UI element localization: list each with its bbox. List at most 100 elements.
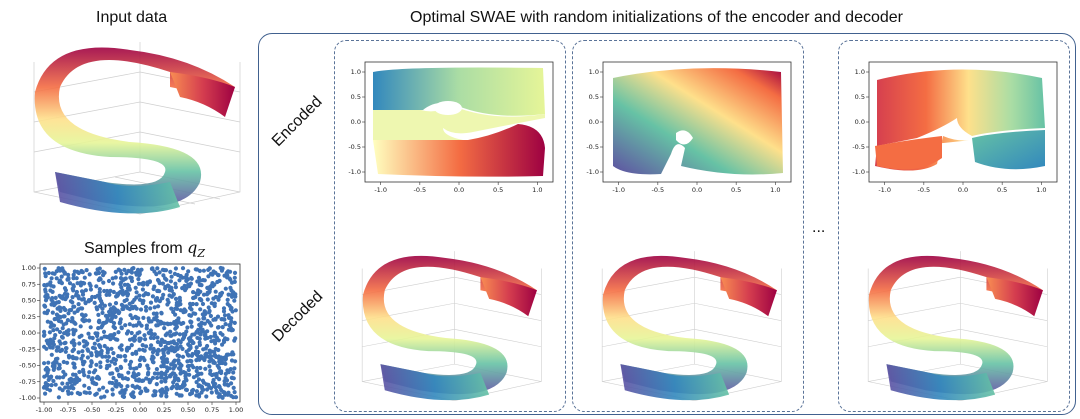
y-tick-label: 0.5 (855, 93, 865, 101)
sample-point (61, 369, 66, 374)
sample-point (150, 294, 155, 299)
sample-point (152, 389, 157, 394)
sample-point (177, 332, 182, 337)
sample-point (149, 266, 154, 271)
sample-point (73, 372, 78, 377)
sample-point (126, 283, 131, 288)
sample-point (96, 312, 101, 317)
sample-point (171, 384, 176, 389)
sample-point (91, 370, 96, 375)
sample-point (114, 379, 119, 384)
sample-point (64, 321, 69, 326)
sample-point (183, 288, 188, 293)
sample-point (62, 291, 68, 296)
sample-point (137, 357, 142, 363)
sample-point (194, 380, 199, 385)
sample-point (180, 266, 186, 271)
sample-point (176, 358, 181, 363)
sample-point (130, 306, 135, 311)
sample-point (137, 347, 142, 352)
sample-point (107, 289, 112, 294)
sample-point (158, 342, 163, 348)
sample-point (191, 295, 196, 301)
sample-point (66, 391, 71, 396)
sample-point (151, 348, 156, 353)
sample-point (114, 294, 119, 299)
sample-point (232, 366, 237, 371)
sample-point (58, 268, 63, 273)
sample-point (70, 295, 75, 300)
sample-point (146, 366, 151, 371)
sample-point (139, 378, 145, 383)
sample-point (79, 333, 84, 338)
sample-point (216, 355, 221, 361)
sample-point (92, 346, 97, 351)
y-tick-label: 0.5 (351, 93, 361, 101)
sample-point (99, 395, 104, 400)
sample-point (76, 350, 81, 355)
sample-point (220, 342, 225, 347)
sample-point (165, 297, 170, 302)
sample-point (78, 280, 83, 285)
sample-point (136, 281, 141, 286)
sample-point (48, 280, 53, 285)
sample-point (86, 386, 92, 391)
sample-point (148, 300, 154, 305)
ellipsis: ... (812, 219, 826, 236)
sample-point (57, 362, 62, 367)
sample-point (100, 306, 105, 311)
samples-y-ticks: 1.00 0.75 0.50 0.25 0.00 -0.25 -0.50 -0.75 -1.00 (19, 264, 40, 402)
sample-point (75, 269, 80, 274)
sample-point (69, 383, 74, 388)
sample-point (62, 314, 67, 319)
sample-point (43, 289, 48, 294)
sample-point (166, 340, 172, 346)
sample-point (89, 359, 94, 364)
sample-point (80, 317, 85, 322)
sample-point (90, 376, 95, 381)
sample-point (196, 317, 201, 322)
y-tick-label: -0.5 (852, 143, 865, 151)
sample-point (136, 372, 141, 377)
sample-point (161, 339, 166, 344)
sample-point (196, 377, 202, 382)
sample-point (124, 331, 130, 336)
sample-point (173, 296, 179, 301)
sample-point (111, 313, 116, 318)
sample-point (152, 284, 157, 289)
sample-point (58, 308, 63, 313)
sample-point (53, 295, 58, 300)
sample-point (137, 338, 142, 343)
sample-point (86, 331, 91, 336)
x-tick-label: -0.50 (84, 406, 101, 414)
y-tick-label: -0.5 (586, 143, 599, 151)
sample-point (161, 292, 166, 297)
y-tick-label: -1.0 (586, 168, 599, 176)
x-tick-label: -0.75 (60, 406, 77, 414)
sample-point (222, 313, 228, 318)
sample-point (174, 391, 179, 396)
sample-point (138, 307, 144, 312)
sample-point (168, 329, 173, 334)
sample-point (152, 305, 157, 310)
samples-points (41, 265, 239, 400)
sample-point (168, 333, 173, 338)
x-tick-label: 0.5 (731, 186, 741, 194)
sample-point (66, 331, 71, 337)
sample-point (82, 383, 87, 388)
y-tick-label: 1.0 (351, 68, 361, 76)
sample-point (152, 332, 157, 337)
sample-point (188, 281, 193, 286)
sample-point (233, 395, 239, 400)
x-tick-label: 0.0 (454, 186, 464, 194)
sample-point (173, 266, 178, 271)
encoded-plot-2: -1.0 -0.5 0.0 0.5 1.0 1.0 0.5 0.0 -0.5 -1.0 (581, 58, 796, 200)
sample-point (118, 276, 124, 281)
sample-point (159, 393, 164, 398)
sample-point (172, 349, 177, 354)
sample-point (151, 311, 156, 316)
decoded-plot-3 (856, 240, 1056, 410)
sample-point (207, 320, 212, 325)
sample-point (45, 370, 50, 375)
sample-point (222, 382, 227, 387)
